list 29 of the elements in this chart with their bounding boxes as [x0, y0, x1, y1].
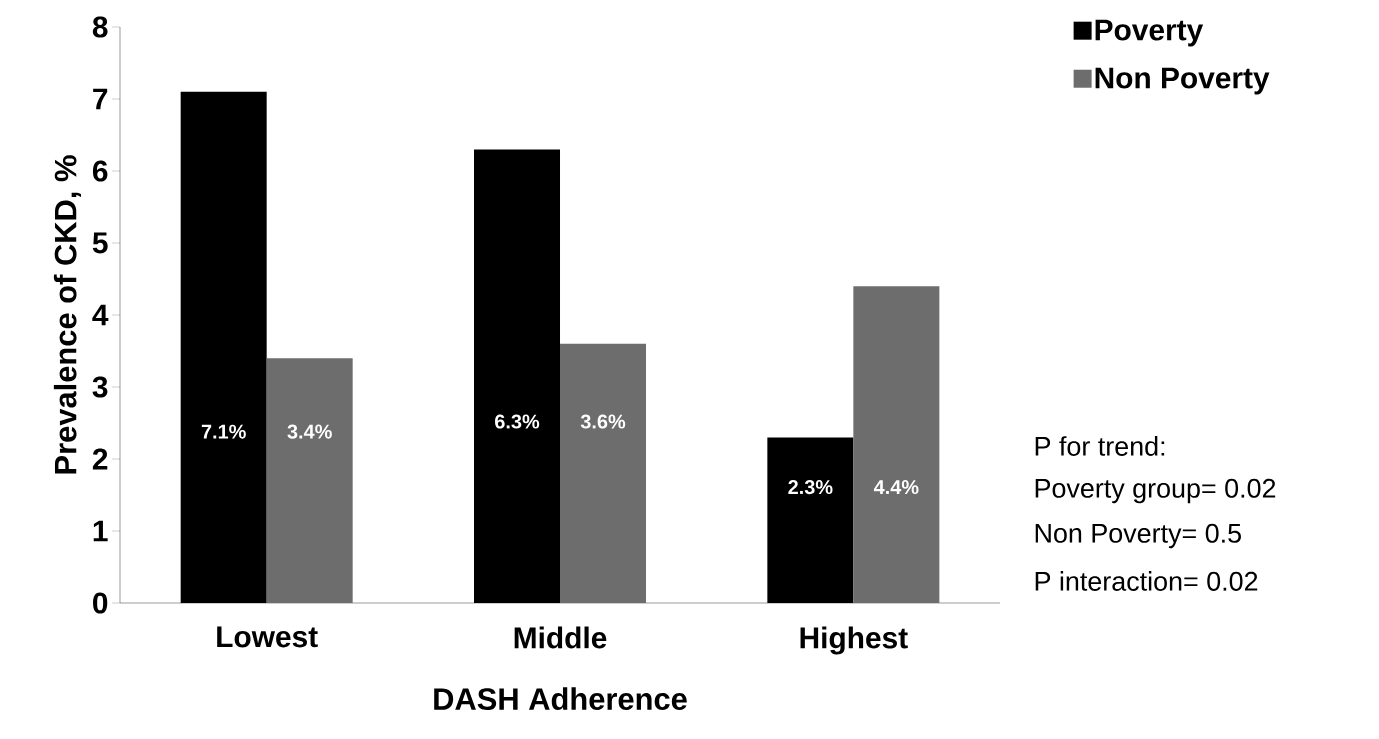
y-tick-label: 3 [92, 376, 108, 398]
y-tick-label: 4 [92, 304, 109, 326]
y-tick-label: 0 [93, 592, 108, 614]
y-tick-label: 5 [92, 232, 108, 254]
text: P interaction= 0.02 [1035, 571, 1258, 591]
y-tick-label: 8 [92, 16, 108, 38]
text: Poverty group= 0.02 [1035, 478, 1276, 504]
x-axis-title: DASH Adherence [434, 687, 687, 711]
bar [560, 343, 647, 603]
y-tick-label: 2 [92, 448, 108, 470]
y-axis-title: Prevalence of CKD, % [53, 155, 82, 474]
data-label: 3.6% [580, 414, 626, 429]
y-tick-label: 1 [93, 520, 108, 542]
legend-label: Poverty [1095, 19, 1204, 47]
bar [266, 358, 353, 603]
legend-label: Non Poverty [1095, 67, 1270, 95]
bar [853, 286, 940, 603]
y-tick-label: 7 [93, 88, 108, 110]
data-label: 3.4% [287, 424, 332, 439]
data-label: 7.1% [201, 424, 246, 439]
data-label: 4.4% [873, 480, 919, 495]
data-label: 6.3% [495, 414, 540, 429]
y-tick-label: 6 [92, 160, 108, 182]
data-label: 2.3% [788, 480, 833, 495]
text: Non Poverty= 0.5 [1035, 523, 1241, 549]
x-tick-label: Highest [800, 626, 908, 655]
text: P for trend: [1035, 436, 1165, 456]
x-tick-label: Middle [514, 626, 607, 649]
x-tick-label: Lowest [217, 626, 318, 648]
